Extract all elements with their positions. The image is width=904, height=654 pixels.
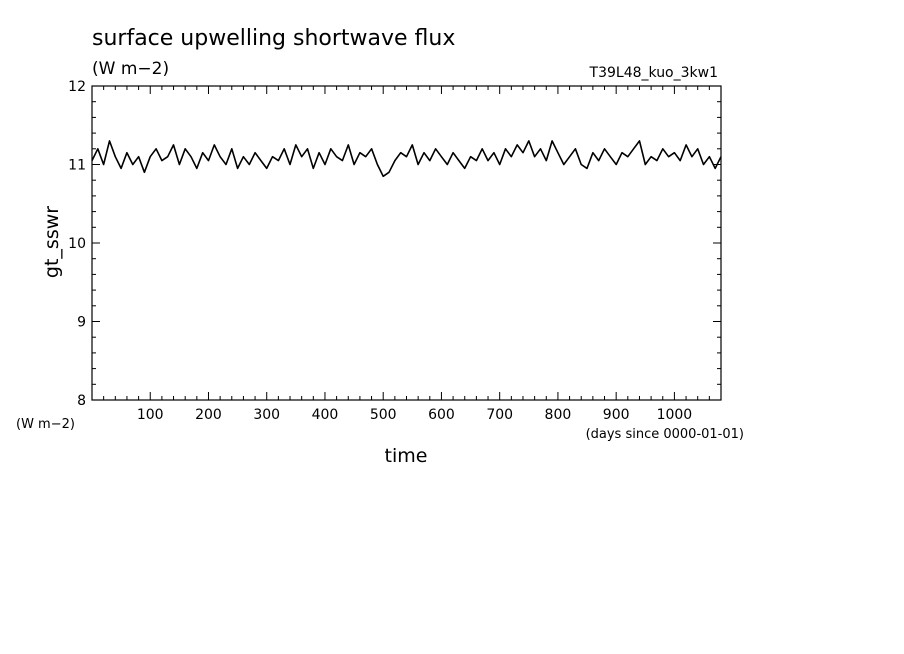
y-tick-label: 12 xyxy=(68,79,86,95)
y-tick-label: 11 xyxy=(68,158,86,174)
x-tick-label: 400 xyxy=(312,407,339,423)
x-tick-label: 700 xyxy=(486,407,513,423)
x-tick-label: 300 xyxy=(253,407,280,423)
plot-frame xyxy=(91,85,722,401)
run-label: T39L48_kuo_3kw1 xyxy=(589,65,718,81)
x-tick-label: 200 xyxy=(195,407,222,423)
y-axis-label: gt_sswr xyxy=(41,206,63,278)
x-tick-label: 900 xyxy=(603,407,630,423)
x-tick-label: 800 xyxy=(545,407,572,423)
y-tick-label: 9 xyxy=(77,315,86,331)
x-tick-label: 500 xyxy=(370,407,397,423)
plot-area: 100 200 300 400 500 600 700 800 900 1000 8 9 10 11 12 xyxy=(68,79,722,423)
y-units-label: (W m−2) xyxy=(16,417,75,432)
chart-title: surface upwelling shortwave flux xyxy=(92,26,455,51)
chart-units: (W m−2) xyxy=(92,59,169,79)
y-tick-label: 10 xyxy=(68,236,86,252)
x-tick-label: 100 xyxy=(137,407,164,423)
x-axis-label: time xyxy=(385,445,428,467)
x-tick-label: 1000 xyxy=(657,407,693,423)
series-line xyxy=(91,140,722,178)
x-tick-label: 600 xyxy=(428,407,455,423)
y-tick-label: 8 xyxy=(77,393,86,409)
x-units-label: (days since 0000-01-01) xyxy=(586,427,744,442)
